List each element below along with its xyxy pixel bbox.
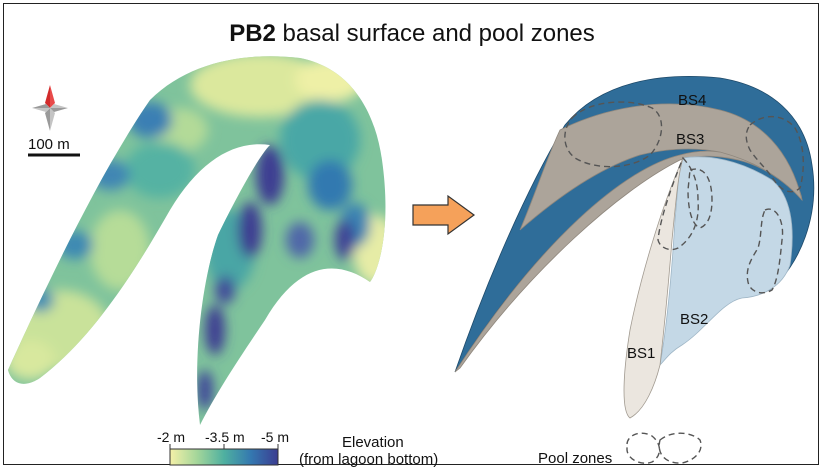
legend-subtitle: (from lagoon bottom): [299, 451, 439, 468]
north-arrow-icon: [32, 85, 68, 131]
scale-bar-label: 100 m: [28, 136, 70, 153]
title-rest: basal surface and pool zones: [275, 20, 595, 47]
zone-label-bs1: BS1: [627, 345, 656, 362]
zone-bs1: [623, 157, 684, 419]
zone-label-bs4: BS4: [678, 92, 707, 109]
legend-title: Elevation: [342, 434, 404, 451]
legend-tick-label-1: -2 m: [157, 429, 185, 445]
zone-label-bs2: BS2: [680, 311, 709, 328]
zone-diagram: [454, 76, 815, 464]
figure-title: PB2 basal surface and pool zones: [0, 20, 824, 48]
title-bold: PB2: [229, 20, 276, 47]
transition-arrow-icon: [412, 194, 476, 236]
legend-colorbar: [169, 448, 279, 466]
pool-zone-outlines: [564, 101, 804, 464]
legend-tick-label-3: -5 m: [261, 429, 289, 445]
legend-tick-label-2: -3.5 m: [205, 429, 245, 445]
zone-bs2: [659, 156, 793, 367]
pool-zones-label: Pool zones: [538, 450, 613, 467]
zone-label-bs3: BS3: [676, 131, 705, 148]
